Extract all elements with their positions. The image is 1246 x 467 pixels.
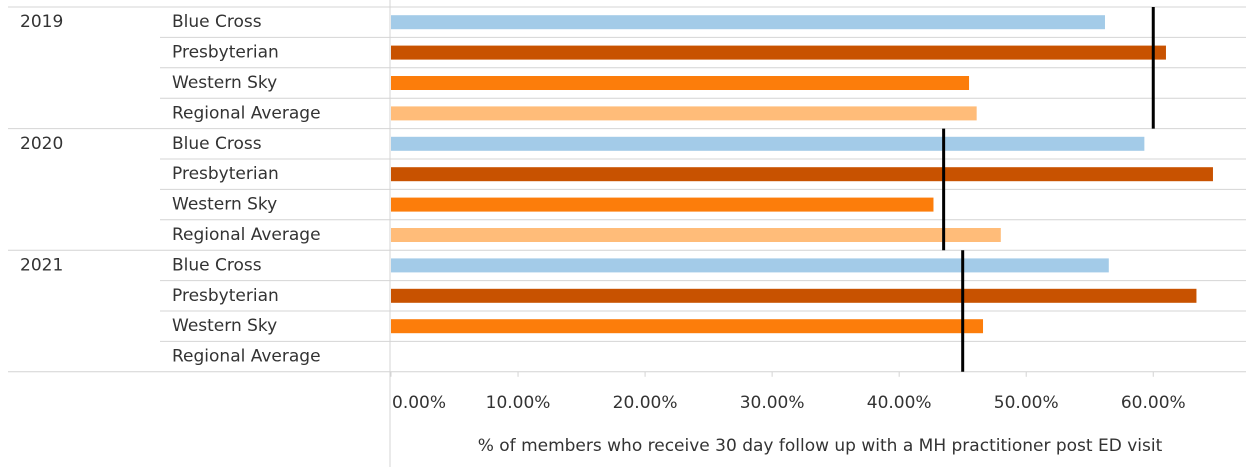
x-tick-label: 40.00% [867, 393, 932, 413]
bar [391, 258, 1109, 273]
row-label: Regional Average [172, 225, 321, 245]
x-tick-label: 50.00% [994, 393, 1059, 413]
x-tick-label: 0.00% [392, 393, 446, 413]
bar [391, 45, 1166, 60]
bar [391, 197, 934, 212]
row-label: Western Sky [172, 195, 277, 215]
bar [391, 76, 970, 90]
bar [391, 288, 1197, 303]
bar [391, 319, 984, 334]
group-label: 2021 [20, 255, 63, 275]
bar [391, 228, 1001, 242]
row-label: Blue Cross [172, 134, 262, 154]
bar [391, 15, 1105, 30]
x-tick-label: 30.00% [740, 393, 805, 413]
x-tick-label: 10.00% [486, 393, 551, 413]
row-label: Regional Average [172, 103, 321, 123]
row-label: Western Sky [172, 316, 277, 336]
x-tick-label: 60.00% [1121, 393, 1186, 413]
row-label: Presbyterian [172, 43, 279, 63]
x-tick-label: 20.00% [613, 393, 678, 413]
bar [391, 106, 977, 121]
row-label: Blue Cross [172, 12, 262, 32]
bar [391, 167, 1213, 182]
group-label: 2019 [20, 12, 63, 32]
row-label: Presbyterian [172, 286, 279, 306]
group-label: 2020 [20, 134, 63, 154]
x-axis-label: % of members who receive 30 day follow u… [478, 436, 1163, 456]
row-label: Blue Cross [172, 255, 262, 275]
row-label: Regional Average [172, 347, 321, 367]
row-label: Western Sky [172, 73, 277, 93]
row-label: Presbyterian [172, 164, 279, 184]
bar [391, 136, 1145, 151]
